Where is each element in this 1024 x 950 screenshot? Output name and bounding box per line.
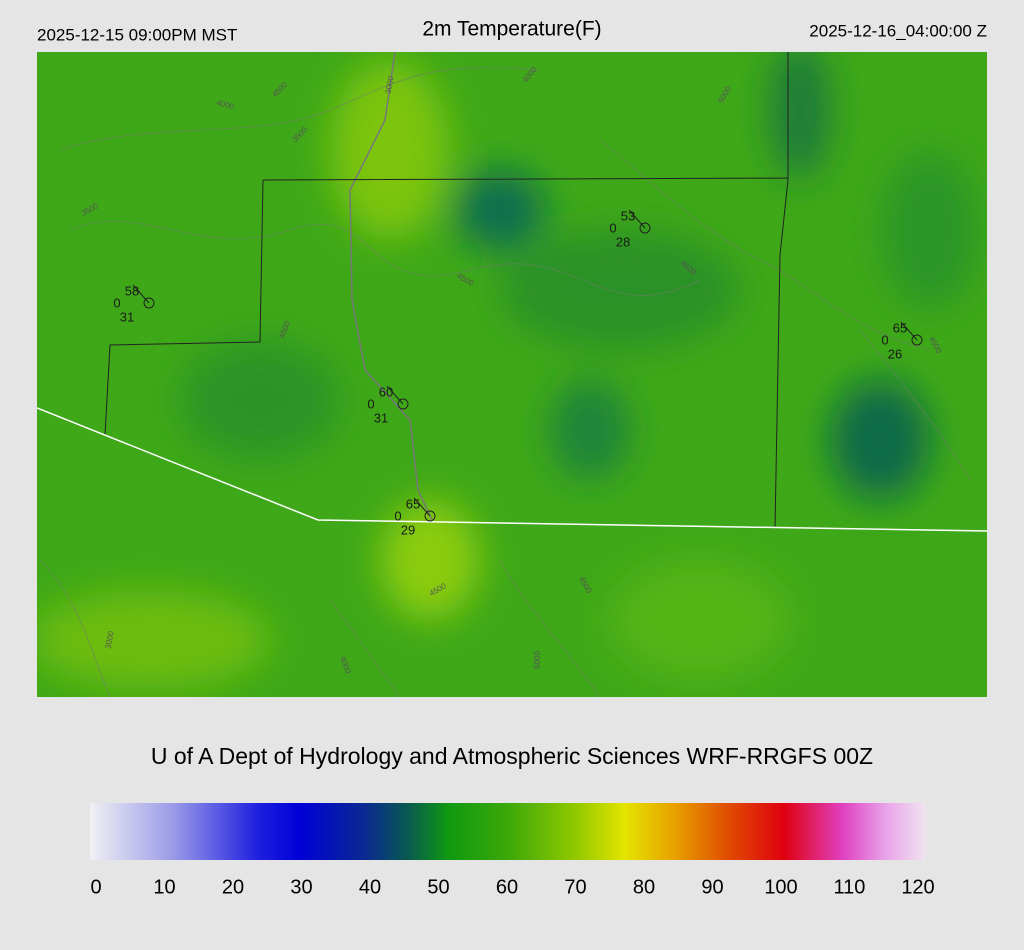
temperature: 65	[893, 320, 907, 335]
temperature: 65	[406, 496, 420, 511]
contour-label: 3000	[384, 75, 396, 95]
wind-speed: 0	[394, 508, 401, 523]
station-circle	[397, 398, 409, 410]
colorbar-tick-label: 40	[359, 876, 381, 898]
dewpoint: 31	[120, 309, 134, 324]
contour-label: 3000	[104, 630, 116, 650]
wind-barb	[900, 321, 918, 341]
station-circle	[639, 222, 651, 234]
wind-speed: 0	[609, 220, 616, 235]
map-title: 2m Temperature(F)	[422, 18, 601, 41]
colorbar	[90, 803, 926, 860]
colorbar-tick-label: 110	[834, 876, 866, 898]
wind-barb	[386, 385, 404, 405]
wind-speed: 0	[113, 295, 120, 310]
colorbar-tick-label: 10	[153, 876, 175, 898]
colorbar-tick-label: 50	[427, 876, 449, 898]
dewpoint: 28	[616, 234, 630, 249]
colorbar-tick-label: 30	[290, 876, 312, 898]
station-circle	[424, 510, 436, 522]
temperature: 58	[125, 283, 139, 298]
colorbar-tick-label: 90	[701, 876, 723, 898]
wind-barb	[413, 497, 431, 517]
credit: U of A Dept of Hydrology and Atmospheric…	[151, 743, 873, 769]
colorbar-tick-label: 20	[222, 876, 244, 898]
wind-barb	[628, 209, 646, 229]
colorbar-tick-label: 60	[496, 876, 518, 898]
temperature: 53	[621, 208, 635, 223]
wind-speed: 0	[367, 396, 374, 411]
colorbar-tick-label: 120	[901, 876, 934, 898]
colorbar-tick-label: 0	[90, 876, 101, 898]
colorbar-tick-label: 80	[633, 876, 655, 898]
wind-barb	[132, 284, 150, 304]
map: 3000400040004500350035004500450050004500…	[37, 52, 987, 697]
temperature: 60	[379, 384, 393, 399]
wind-speed: 0	[881, 332, 888, 347]
colorbar-tick-label: 100	[764, 876, 797, 898]
station-circle	[143, 297, 155, 309]
colorbar-tick-label: 70	[564, 876, 586, 898]
valid-time: 2025-12-16_04:00:00 Z	[809, 21, 987, 40]
dewpoint: 31	[374, 410, 388, 425]
local-time: 2025-12-15 09:00PM MST	[37, 25, 237, 44]
station-circle	[911, 334, 923, 346]
contour-label: 5000	[533, 651, 542, 669]
dewpoint: 29	[401, 522, 415, 537]
dewpoint: 26	[888, 346, 902, 361]
